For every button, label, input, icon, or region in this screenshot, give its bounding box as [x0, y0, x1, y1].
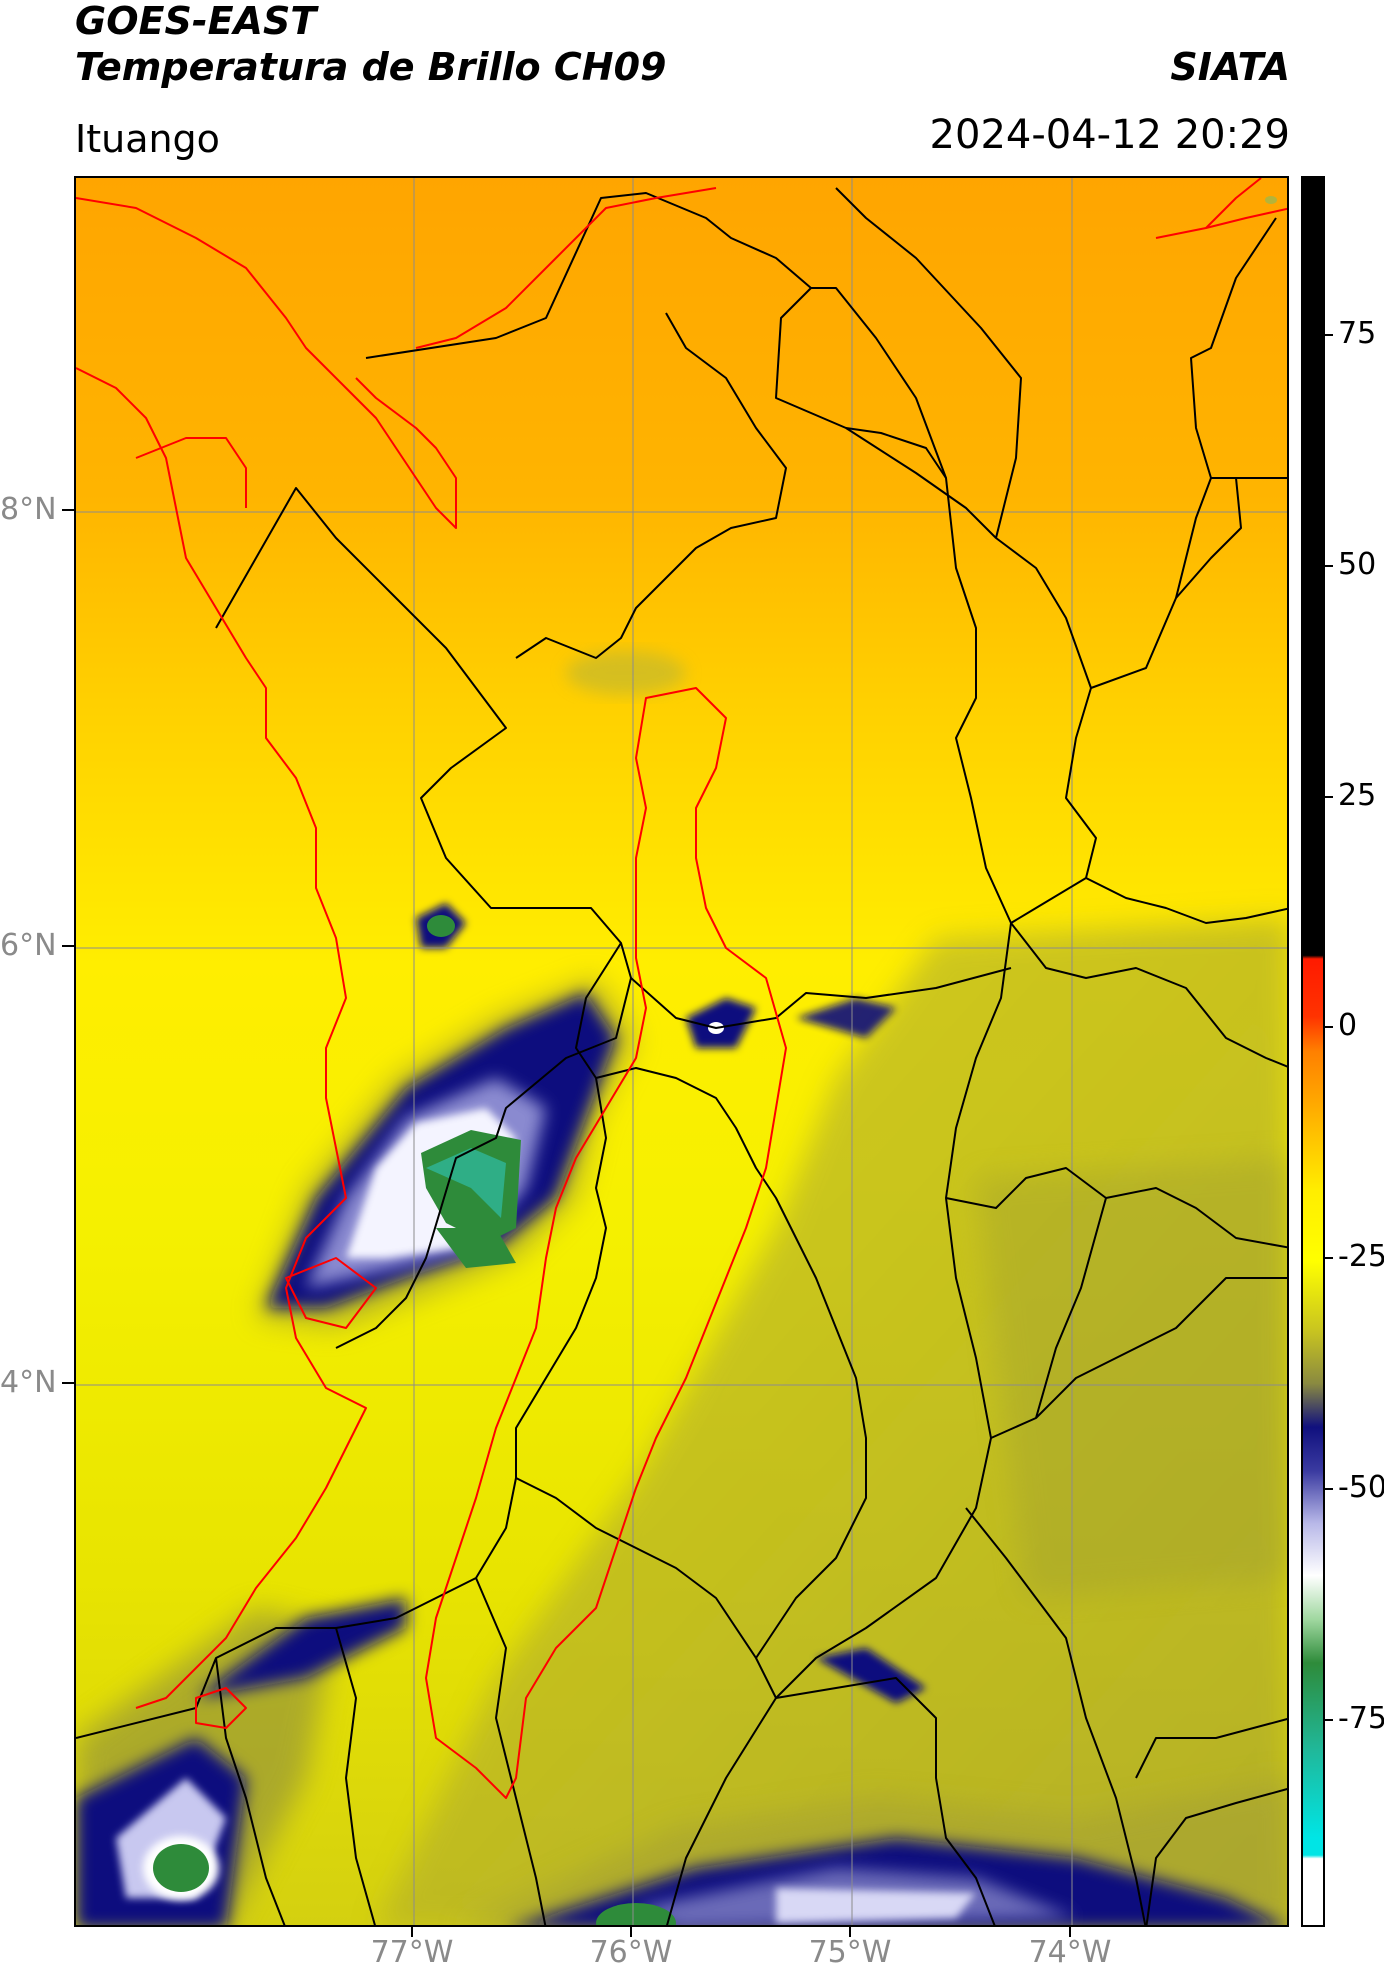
colorbar-label-0: 0: [1338, 1008, 1358, 1043]
south-cloud-band: [76, 1598, 1287, 1925]
colorbar-label-75: 75: [1338, 316, 1377, 351]
lat-tick: [62, 509, 74, 511]
lon-tick: [630, 1927, 632, 1937]
colorbar-tick: [1325, 1026, 1333, 1028]
colorbar-label-minus75: -75: [1338, 1701, 1384, 1736]
lon-tick: [411, 1927, 413, 1937]
lat-label-4n: 4°N: [0, 1365, 57, 1400]
lon-label-76w: 76°W: [589, 1935, 673, 1970]
lat-label-6n: 6°N: [0, 928, 57, 963]
colorbar-ramp: [1303, 178, 1323, 1925]
colorbar-tick: [1325, 796, 1333, 798]
lat-label-8n: 8°N: [0, 492, 57, 527]
graticule: [76, 178, 1287, 1925]
satellite-map: [76, 178, 1287, 1925]
colorbar-tick: [1325, 1719, 1333, 1721]
coastline-and-basin: [76, 178, 1287, 1799]
lon-label-77w: 77°W: [370, 1935, 454, 1970]
colorbar-label-minus25: -25: [1338, 1239, 1384, 1274]
lon-label-75w: 75°W: [808, 1935, 892, 1970]
region-label: Ituango: [75, 117, 220, 161]
department-boundaries: [76, 187, 1287, 1925]
colorbar-tick: [1325, 565, 1333, 567]
lat-tick: [62, 945, 74, 947]
title-satellite: GOES-EAST: [75, 0, 317, 43]
colorbar: [1301, 176, 1325, 1927]
colorbar-tick: [1325, 334, 1333, 336]
lon-tick: [849, 1927, 851, 1937]
storm-cell: [256, 196, 1277, 1328]
title-product: Temperatura de Brillo CH09: [75, 45, 667, 89]
colorbar-label-50: 50: [1338, 547, 1377, 582]
lon-tick: [1069, 1927, 1071, 1937]
timestamp-label: 2024-04-12 20:29: [929, 112, 1290, 158]
lon-label-74w: 74°W: [1028, 1935, 1112, 1970]
colorbar-label-25: 25: [1338, 778, 1377, 813]
colorbar-tick: [1325, 1488, 1333, 1490]
colorbar-label-minus50: -50: [1338, 1470, 1384, 1505]
brand-label: SIATA: [1170, 45, 1290, 89]
map-panel: [74, 176, 1289, 1927]
colorbar-tick: [1325, 1257, 1333, 1259]
lat-tick: [62, 1382, 74, 1384]
